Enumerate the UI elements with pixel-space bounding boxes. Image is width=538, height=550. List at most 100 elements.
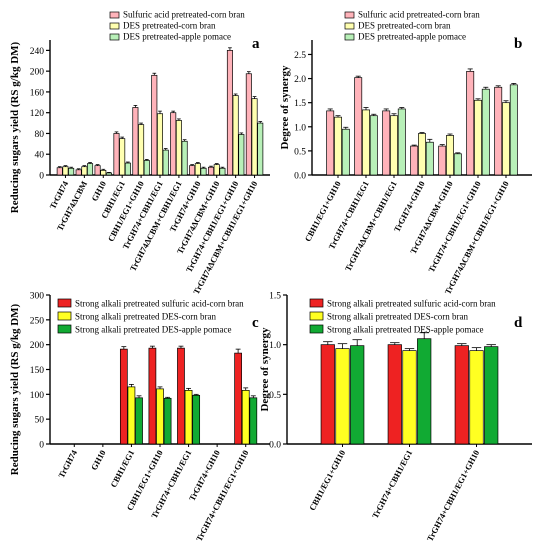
panel-letter: a [252, 36, 260, 52]
bar [326, 110, 335, 176]
bar [238, 134, 245, 176]
legend-label: Strong alkali pretreated sulfuric acid-c… [75, 299, 244, 309]
bar [56, 167, 63, 176]
y-tick-label: 80 [35, 130, 45, 140]
bar [208, 166, 215, 176]
bar [453, 153, 462, 176]
legend-swatch [309, 311, 324, 321]
bar [234, 352, 242, 445]
legend-swatch [109, 11, 120, 19]
bar [369, 115, 378, 176]
y-tick-label: 0.0 [294, 172, 306, 182]
bar [232, 95, 239, 176]
panel-letter: d [514, 315, 523, 331]
legend-swatch [57, 298, 72, 308]
y-axis-label: Reducing sugars yield (RS g/kg DM) [9, 303, 21, 475]
legend-label: Strong alkali pretreated DES-apple pomac… [75, 325, 231, 335]
x-tick-label: TrGH74ΔCBM+CBH1/EG1 [344, 180, 399, 273]
bar [157, 113, 164, 176]
y-tick-label: 2.5 [294, 51, 306, 61]
bar [245, 73, 252, 176]
y-axis-label: Degree of synergy [279, 65, 291, 150]
bar [397, 108, 406, 176]
y-tick-label: 250 [30, 316, 45, 326]
bar [148, 347, 157, 445]
y-tick-label: 2.0 [294, 75, 306, 85]
bar [362, 109, 370, 176]
bar [446, 135, 454, 176]
bar [341, 128, 350, 176]
bar [410, 145, 419, 176]
legend-swatch [344, 22, 355, 30]
legend-label: Strong alkali pretreated sulfuric acid-c… [327, 299, 496, 309]
bar [418, 133, 426, 176]
legend-label: DES pretreated-corn bran [358, 21, 451, 31]
legend-label: Strong alkali pretreated DES-corn bran [75, 312, 216, 322]
bar [474, 99, 482, 176]
bar [390, 115, 398, 176]
legend-swatch [344, 11, 355, 19]
bar [257, 122, 264, 176]
bar [94, 165, 101, 176]
y-tick-label: 200 [30, 68, 45, 78]
bar [62, 166, 69, 176]
bar [354, 77, 363, 176]
bar [151, 74, 158, 176]
y-tick-label: 240 [30, 47, 45, 57]
bar [119, 138, 126, 176]
bar [241, 390, 250, 445]
bar [402, 350, 417, 445]
legend-swatch [344, 33, 355, 41]
y-tick-label: 0.0 [269, 441, 281, 451]
legend-label: Strong alkali pretreated DES-corn bran [327, 312, 468, 322]
bar [81, 166, 88, 176]
bar [162, 149, 169, 176]
bar [251, 98, 258, 176]
bar [425, 141, 434, 176]
bar [417, 338, 432, 445]
panel-c: 0 50 100 150 200 250 300 Reducing sugars yield … [9, 292, 270, 543]
bar [502, 102, 510, 176]
x-tick-label: TrGH74+GH10 [188, 449, 222, 503]
bar [156, 388, 164, 445]
legend-label: Sulfuric acid pretreated-corn bran [358, 10, 480, 20]
bar [181, 140, 188, 176]
y-tick-label: 0.5 [269, 391, 281, 401]
bar [469, 350, 484, 445]
bar [509, 84, 518, 176]
legend-label: Strong alkali pretreated DES-apple pomac… [327, 325, 483, 335]
y-tick-label: 300 [30, 292, 45, 302]
legend-swatch [109, 22, 120, 30]
bar [335, 348, 350, 445]
legend-swatch [109, 33, 120, 41]
bar [135, 397, 143, 445]
bar [382, 110, 391, 176]
bar [127, 386, 136, 445]
bar [454, 345, 469, 445]
y-axis-label: Degree of synergy [259, 327, 271, 412]
x-tick-label: TrGH74+CBH1/EG1+GH10 [427, 180, 483, 274]
bar [219, 167, 226, 176]
bar [170, 112, 177, 176]
bar [184, 390, 193, 445]
y-tick-label: 120 [30, 109, 45, 119]
x-tick-label: TrGH74 [57, 448, 79, 480]
bar [124, 162, 131, 176]
y-tick-label: 1.0 [294, 123, 306, 133]
bar [68, 167, 75, 176]
legend-swatch [57, 324, 72, 334]
bar [189, 165, 196, 176]
y-tick-label: 1.5 [294, 99, 306, 109]
bar [466, 70, 475, 176]
y-tick-label: 160 [30, 88, 45, 98]
bar [494, 86, 503, 176]
y-tick-label: 0 [39, 172, 44, 182]
bar [334, 116, 342, 176]
legend-label: DES pretreated-corn bran [123, 21, 216, 31]
bar [113, 133, 120, 176]
y-tick-label: 200 [30, 341, 45, 351]
panel-d: 0.0 0.5 1.0 1.5 Degree of synergy d CBH1/EG1+G… [259, 292, 532, 543]
bar [87, 163, 94, 176]
